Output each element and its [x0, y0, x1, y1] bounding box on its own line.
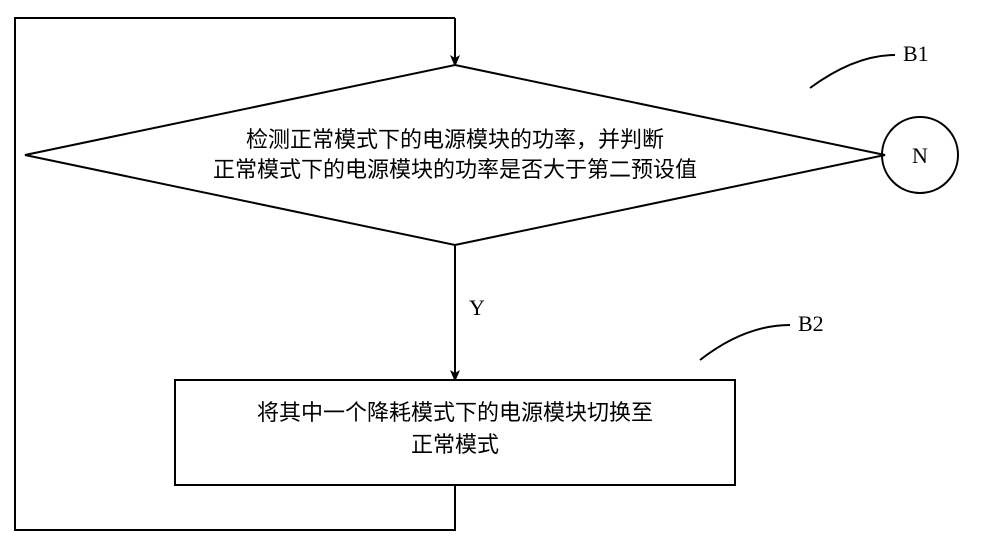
no-label: N: [912, 143, 928, 168]
process-text-line2: 正常模式: [411, 432, 499, 457]
callout-b1-arc: [810, 55, 895, 88]
callout-b1-label: B1: [903, 41, 929, 66]
yes-label: Y: [469, 295, 485, 320]
callout-b2-label: B2: [798, 311, 824, 336]
process-text-line1: 将其中一个降耗模式下的电源模块切换至: [257, 400, 653, 425]
decision-text-line2: 正常模式下的电源模块的功率是否大于第二预设值: [213, 157, 697, 182]
callout-b2-arc: [700, 325, 790, 360]
flowchart-canvas: 检测正常模式下的电源模块的功率，并判断 正常模式下的电源模块的功率是否大于第二预…: [0, 0, 1000, 549]
decision-text-line1: 检测正常模式下的电源模块的功率，并判断: [246, 127, 664, 152]
decision-node: [25, 65, 885, 245]
